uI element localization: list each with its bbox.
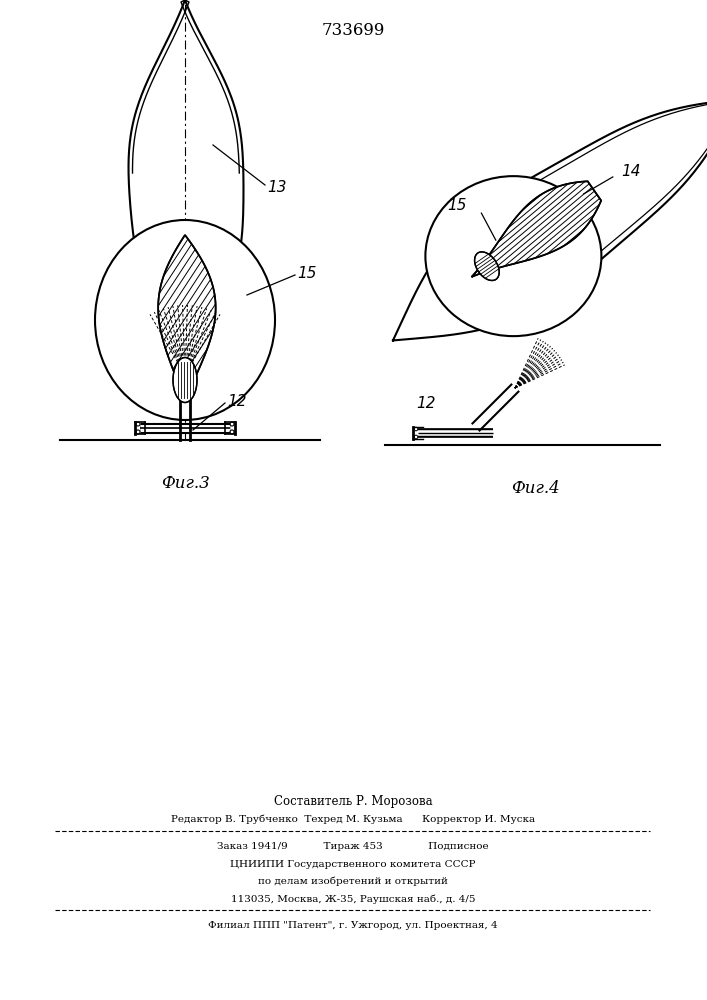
PathPatch shape xyxy=(158,235,216,402)
Text: 15: 15 xyxy=(448,198,467,213)
Text: Филиал ППП "Патент", г. Ужгород, ул. Проектная, 4: Филиал ППП "Патент", г. Ужгород, ул. Про… xyxy=(208,921,498,930)
Text: 14: 14 xyxy=(621,164,641,179)
Text: 15: 15 xyxy=(297,266,317,282)
Text: 733699: 733699 xyxy=(321,22,385,39)
PathPatch shape xyxy=(472,181,601,277)
Text: Заказ 1941/9           Тираж 453              Подписное: Заказ 1941/9 Тираж 453 Подписное xyxy=(217,842,489,851)
Ellipse shape xyxy=(426,176,602,336)
Text: по делам изобретений и открытий: по делам изобретений и открытий xyxy=(258,877,448,886)
Text: Составитель Р. Морозова: Составитель Р. Морозова xyxy=(274,795,432,808)
Ellipse shape xyxy=(173,358,197,402)
Text: ЦНИИПИ Государственного комитета СССР: ЦНИИПИ Государственного комитета СССР xyxy=(230,860,476,869)
Text: 13: 13 xyxy=(267,180,286,194)
Ellipse shape xyxy=(95,220,275,420)
Text: 12: 12 xyxy=(227,393,247,408)
Text: Фиг.4: Фиг.4 xyxy=(510,480,559,497)
Ellipse shape xyxy=(474,252,499,280)
Text: 12: 12 xyxy=(416,395,436,410)
Text: Редактор В. Трубченко  Техред М. Кузьма      Корректор И. Муска: Редактор В. Трубченко Техред М. Кузьма К… xyxy=(171,815,535,824)
Text: 113035, Москва, Ж-35, Раушская наб., д. 4/5: 113035, Москва, Ж-35, Раушская наб., д. … xyxy=(230,895,475,904)
Text: Фиг.3: Фиг.3 xyxy=(160,475,209,492)
